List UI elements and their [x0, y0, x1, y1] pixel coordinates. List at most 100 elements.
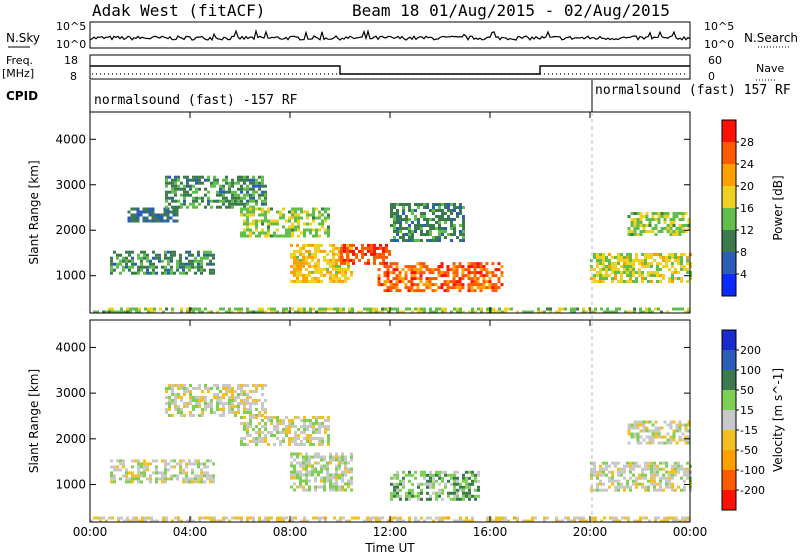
- echo-cell: [669, 426, 673, 430]
- echo-cell: [102, 516, 105, 520]
- echo-cell: [340, 258, 343, 262]
- echo-cell: [318, 307, 321, 311]
- echo-cell: [393, 516, 396, 520]
- echo-cell: [618, 519, 621, 523]
- echo-cell: [173, 459, 176, 463]
- echo-cell: [126, 310, 129, 314]
- echo-cell: [140, 268, 143, 272]
- echo-cell: [671, 485, 674, 489]
- echo-cell: [174, 396, 177, 399]
- echo-cell: [468, 497, 471, 501]
- echo-cell: [411, 233, 414, 236]
- echo-cell: [422, 283, 426, 287]
- echo-cell: [426, 218, 429, 221]
- echo-cell: [441, 476, 444, 480]
- echo-cell: [617, 479, 620, 483]
- echo-cell: [288, 422, 291, 425]
- echo-cell: [435, 516, 438, 520]
- echo-cell: [614, 268, 617, 271]
- echo-cell: [329, 473, 332, 477]
- echo-cell: [183, 202, 186, 206]
- echo-cell: [446, 274, 450, 278]
- echo-cell: [312, 425, 315, 428]
- colorbar-swatch: [722, 230, 736, 253]
- echo-cell: [663, 441, 667, 445]
- echo-cell: [623, 259, 626, 262]
- echo-cell: [660, 227, 664, 230]
- echo-cell: [338, 264, 341, 268]
- echo-cell: [623, 476, 626, 480]
- echo-cell: [482, 280, 486, 284]
- echo-cell: [612, 516, 615, 520]
- colorbar-swatch: [722, 470, 736, 491]
- echo-cell: [261, 393, 264, 396]
- echo-cell: [681, 438, 685, 442]
- echo-cell: [494, 274, 498, 278]
- echo-cell: [140, 465, 143, 469]
- echo-cell: [398, 289, 402, 293]
- echo-cell: [210, 199, 213, 203]
- echo-cell: [146, 468, 149, 472]
- echo-cell: [417, 218, 420, 221]
- echo-cell: [296, 485, 299, 489]
- echo-cell: [318, 234, 321, 238]
- echo-cell: [293, 252, 296, 256]
- echo-cell: [453, 497, 456, 501]
- echo-cell: [136, 213, 140, 217]
- echo-cell: [282, 422, 285, 425]
- echo-cell: [444, 218, 447, 221]
- echo-cell: [392, 262, 396, 266]
- echo-cell: [383, 283, 387, 287]
- echo-cell: [438, 239, 441, 242]
- echo-cell: [317, 258, 320, 262]
- echo-cell: [249, 516, 252, 520]
- echo-cell: [681, 215, 685, 218]
- echo-cell: [680, 265, 683, 268]
- echo-cell: [399, 203, 402, 206]
- echo-cell: [485, 271, 489, 275]
- echo-cell: [645, 516, 648, 520]
- echo-cell: [267, 207, 270, 211]
- echo-cell: [246, 443, 249, 446]
- echo-cell: [639, 310, 642, 314]
- echo-cell: [243, 443, 246, 446]
- echo-cell: [431, 289, 435, 293]
- echo-cell: [687, 310, 690, 314]
- echo-cell: [672, 218, 676, 221]
- echo-cell: [137, 477, 140, 481]
- echo-cell: [657, 432, 661, 436]
- echo-cell: [615, 307, 618, 311]
- echo-cell: [134, 474, 137, 478]
- echo-cell: [630, 432, 634, 436]
- echo-cell: [376, 252, 379, 256]
- echo-cell: [410, 268, 414, 272]
- echo-cell: [170, 474, 173, 478]
- echo-cell: [336, 307, 339, 311]
- echo-cell: [264, 428, 267, 431]
- echo-cell: [491, 274, 495, 278]
- echo-cell: [332, 279, 335, 283]
- echo-cell: [522, 310, 525, 314]
- echo-cell: [249, 396, 252, 399]
- echo-cell: [369, 310, 372, 314]
- echo-cell: [255, 207, 258, 211]
- echo-cell: [146, 268, 149, 272]
- echo-cell: [373, 249, 376, 253]
- echo-cell: [147, 310, 150, 314]
- echo-cell: [364, 252, 367, 256]
- echo-cell: [644, 256, 647, 259]
- echo-cell: [279, 422, 282, 425]
- echo-cell: [305, 467, 308, 471]
- echo-cell: [434, 283, 438, 287]
- echo-cell: [486, 307, 489, 311]
- echo-cell: [189, 184, 192, 188]
- echo-cell: [179, 262, 182, 266]
- echo-cell: [225, 393, 228, 396]
- echo-cell: [198, 414, 201, 417]
- echo-cell: [684, 429, 688, 433]
- echo-cell: [590, 485, 593, 489]
- echo-cell: [347, 461, 350, 465]
- echo-cell: [240, 175, 243, 179]
- echo-cell: [432, 239, 435, 242]
- echo-cell: [473, 268, 477, 272]
